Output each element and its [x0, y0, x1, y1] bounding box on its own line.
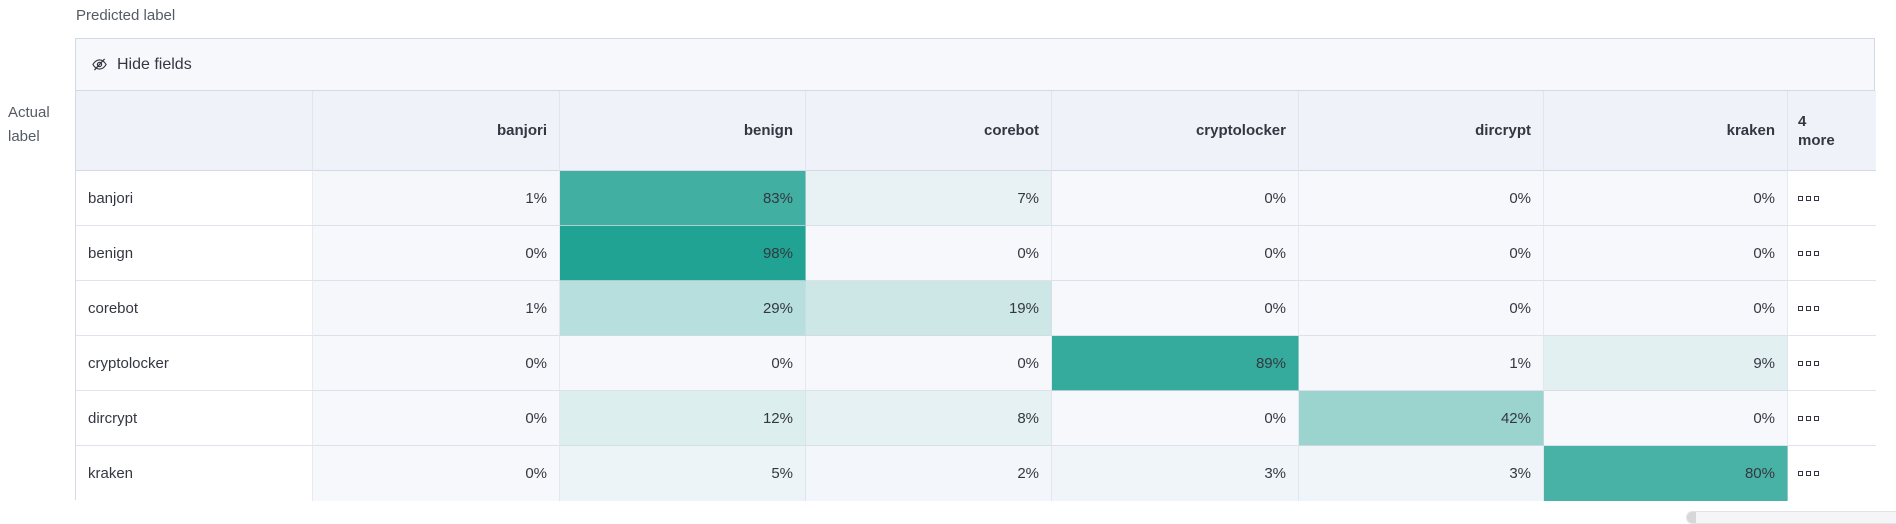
- cell-dircrypt-kraken[interactable]: 0%: [1544, 391, 1788, 446]
- cell-banjori-more[interactable]: [1788, 171, 1876, 226]
- cell-benign-benign[interactable]: 98%: [560, 226, 806, 281]
- table-row-benign: benign 0% 98% 0% 0% 0% 0%: [76, 226, 1876, 281]
- table-row-banjori: banjori 1% 83% 7% 0% 0% 0%: [76, 171, 1876, 226]
- grid-toolbar: Hide fields: [76, 39, 1874, 91]
- actual-label: Actual label: [8, 101, 70, 149]
- column-header-cryptolocker[interactable]: cryptolocker: [1052, 91, 1299, 171]
- cell-kraken-corebot[interactable]: 2%: [806, 446, 1052, 501]
- cell-corebot-dircrypt[interactable]: 0%: [1299, 281, 1544, 336]
- cell-dircrypt-cryptolocker[interactable]: 0%: [1052, 391, 1299, 446]
- header-corner-cell: [76, 91, 313, 171]
- cell-banjori-cryptolocker[interactable]: 0%: [1052, 171, 1299, 226]
- row-label-kraken[interactable]: kraken: [76, 446, 313, 501]
- cell-kraken-benign[interactable]: 5%: [560, 446, 806, 501]
- row-label-dircrypt[interactable]: dircrypt: [76, 391, 313, 446]
- boxes-horizontal-icon: [1798, 305, 1819, 311]
- cell-dircrypt-dircrypt[interactable]: 42%: [1299, 391, 1544, 446]
- column-header-dircrypt[interactable]: dircrypt: [1299, 91, 1544, 171]
- more-word: more: [1798, 131, 1835, 149]
- cell-banjori-benign[interactable]: 83%: [560, 171, 806, 226]
- cell-cryptolocker-more[interactable]: [1788, 336, 1876, 391]
- confusion-matrix-panel: Hide fields banjori benign corebot cryptolo…: [75, 38, 1876, 501]
- column-header-corebot[interactable]: corebot: [806, 91, 1052, 171]
- cell-kraken-more[interactable]: [1788, 446, 1876, 501]
- cell-benign-cryptolocker[interactable]: 0%: [1052, 226, 1299, 281]
- column-header-more[interactable]: 4 more: [1788, 91, 1876, 171]
- cell-kraken-kraken[interactable]: 80%: [1544, 446, 1788, 501]
- cell-cryptolocker-dircrypt[interactable]: 1%: [1299, 336, 1544, 391]
- predicted-label: Predicted label: [76, 7, 176, 24]
- horizontal-scrollbar[interactable]: [1686, 511, 1896, 524]
- column-header-banjori[interactable]: banjori: [313, 91, 560, 171]
- boxes-horizontal-icon: [1798, 195, 1819, 201]
- cell-kraken-cryptolocker[interactable]: 3%: [1052, 446, 1299, 501]
- cell-corebot-more[interactable]: [1788, 281, 1876, 336]
- boxes-horizontal-icon: [1798, 415, 1819, 421]
- row-label-cryptolocker[interactable]: cryptolocker: [76, 336, 313, 391]
- row-label-banjori[interactable]: banjori: [76, 171, 313, 226]
- row-label-corebot[interactable]: corebot: [76, 281, 313, 336]
- actual-label-line2: label: [8, 128, 40, 145]
- cell-banjori-banjori[interactable]: 1%: [313, 171, 560, 226]
- cell-kraken-banjori[interactable]: 0%: [313, 446, 560, 501]
- boxes-horizontal-icon: [1798, 360, 1819, 366]
- column-header-benign[interactable]: benign: [560, 91, 806, 171]
- grid-header-row: banjori benign corebot cryptolocker dircrypt…: [76, 91, 1876, 171]
- cell-dircrypt-benign[interactable]: 12%: [560, 391, 806, 446]
- cell-cryptolocker-corebot[interactable]: 0%: [806, 336, 1052, 391]
- scrollbar-thumb[interactable]: [1687, 512, 1696, 523]
- cell-cryptolocker-cryptolocker[interactable]: 89%: [1052, 336, 1299, 391]
- more-count: 4: [1798, 112, 1807, 130]
- cell-banjori-kraken[interactable]: 0%: [1544, 171, 1788, 226]
- cell-banjori-dircrypt[interactable]: 0%: [1299, 171, 1544, 226]
- cell-dircrypt-corebot[interactable]: 8%: [806, 391, 1052, 446]
- cell-cryptolocker-benign[interactable]: 0%: [560, 336, 806, 391]
- cell-corebot-corebot[interactable]: 19%: [806, 281, 1052, 336]
- boxes-horizontal-icon: [1798, 471, 1819, 476]
- column-header-kraken[interactable]: kraken: [1544, 91, 1788, 171]
- table-row-kraken: kraken 0% 5% 2% 3% 3% 80%: [76, 446, 1876, 501]
- cell-cryptolocker-banjori[interactable]: 0%: [313, 336, 560, 391]
- cell-benign-kraken[interactable]: 0%: [1544, 226, 1788, 281]
- cell-banjori-corebot[interactable]: 7%: [806, 171, 1052, 226]
- eye-closed-icon: [91, 56, 108, 73]
- cell-benign-more[interactable]: [1788, 226, 1876, 281]
- hide-fields-button[interactable]: Hide fields: [91, 56, 192, 74]
- cell-kraken-dircrypt[interactable]: 3%: [1299, 446, 1544, 501]
- cell-benign-corebot[interactable]: 0%: [806, 226, 1052, 281]
- cell-corebot-benign[interactable]: 29%: [560, 281, 806, 336]
- cell-dircrypt-more[interactable]: [1788, 391, 1876, 446]
- row-label-benign[interactable]: benign: [76, 226, 313, 281]
- table-row-dircrypt: dircrypt 0% 12% 8% 0% 42% 0%: [76, 391, 1876, 446]
- cell-benign-dircrypt[interactable]: 0%: [1299, 226, 1544, 281]
- actual-label-line1: Actual: [8, 104, 50, 121]
- cell-corebot-kraken[interactable]: 0%: [1544, 281, 1788, 336]
- cell-corebot-cryptolocker[interactable]: 0%: [1052, 281, 1299, 336]
- cell-dircrypt-banjori[interactable]: 0%: [313, 391, 560, 446]
- table-row-corebot: corebot 1% 29% 19% 0% 0% 0%: [76, 281, 1876, 336]
- boxes-horizontal-icon: [1798, 250, 1819, 256]
- grid-body: banjori 1% 83% 7% 0% 0% 0% benign 0% 98% 0% 0% 0% 0% c…: [76, 171, 1876, 501]
- hide-fields-label: Hide fields: [117, 55, 192, 73]
- table-row-cryptolocker: cryptolocker 0% 0% 0% 89% 1% 9%: [76, 336, 1876, 391]
- cell-corebot-banjori[interactable]: 1%: [313, 281, 560, 336]
- cell-cryptolocker-kraken[interactable]: 9%: [1544, 336, 1788, 391]
- cell-benign-banjori[interactable]: 0%: [313, 226, 560, 281]
